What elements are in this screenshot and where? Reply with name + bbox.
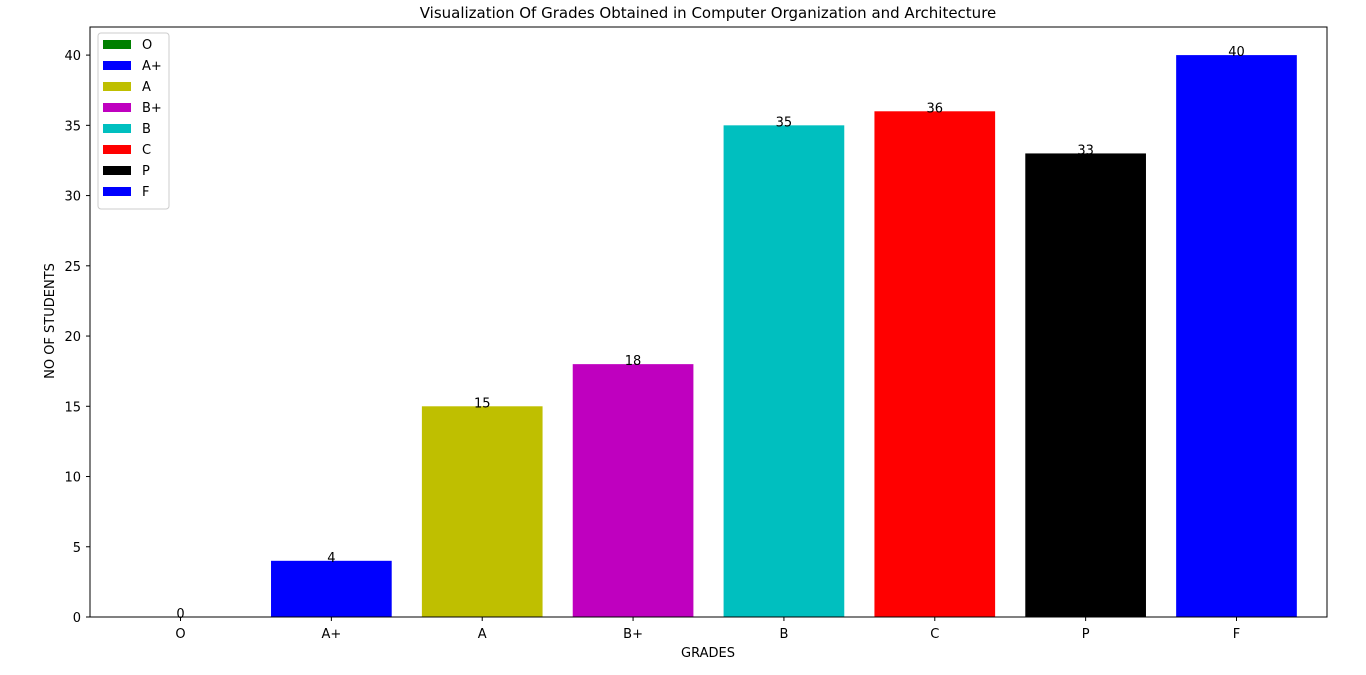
legend-swatch [103,40,131,49]
legend-swatch [103,166,131,175]
legend-label: B+ [142,101,162,116]
bar-b [723,125,845,617]
data-label: 18 [625,354,642,369]
legend-box [97,32,170,210]
legend-label: O [142,38,152,53]
bar-p [1025,153,1146,617]
legend-label: P [142,164,150,179]
data-label: 33 [1077,143,1094,158]
bar-a [421,406,543,617]
data-label: 0 [176,607,184,622]
legend-label: F [142,185,149,200]
x-tick-label: F [1233,627,1240,642]
x-tick-label: B+ [623,627,643,642]
data-label: 15 [474,396,491,411]
y-tick-label: 35 [64,119,81,134]
data-label: 36 [927,101,944,116]
legend-swatch [103,103,131,112]
legend-swatch [103,187,131,196]
y-tick-label: 10 [64,471,81,486]
x-tick-label: O [175,627,185,642]
legend-label: A+ [142,59,162,74]
data-label: 40 [1228,45,1245,60]
legend-swatch [103,82,131,91]
y-tick-label: 0 [73,611,81,626]
bar-a-plus [271,560,392,617]
x-tick-label: P [1082,627,1090,642]
axes-frame [89,26,1328,618]
x-tick-label: C [930,627,939,642]
x-tick-label: A [478,627,487,642]
legend-label: A [142,80,151,95]
y-tick-label: 25 [64,260,81,275]
y-tick-label: 20 [64,330,81,345]
bar-c [874,111,996,617]
y-tick-label: 40 [64,49,81,64]
chart-title: Visualization Of Grades Obtained in Comp… [420,4,997,22]
data-label: 4 [327,551,335,566]
legend-swatch [103,145,131,154]
y-tick-label: 30 [64,190,81,205]
data-label: 35 [776,115,793,130]
legend-label: B [142,122,151,137]
x-axis-label: GRADES [681,646,735,661]
legend-swatch [103,61,131,70]
bar-f [1176,55,1297,618]
x-tick-label: A+ [321,627,341,642]
y-tick-label: 5 [73,541,81,556]
legend-swatch [103,124,131,133]
legend-label: C [142,143,151,158]
bar-b-plus [572,364,694,617]
x-tick-label: B [779,627,788,642]
y-tick-label: 15 [64,400,81,415]
y-axis-label: NO OF STUDENTS [43,263,58,379]
